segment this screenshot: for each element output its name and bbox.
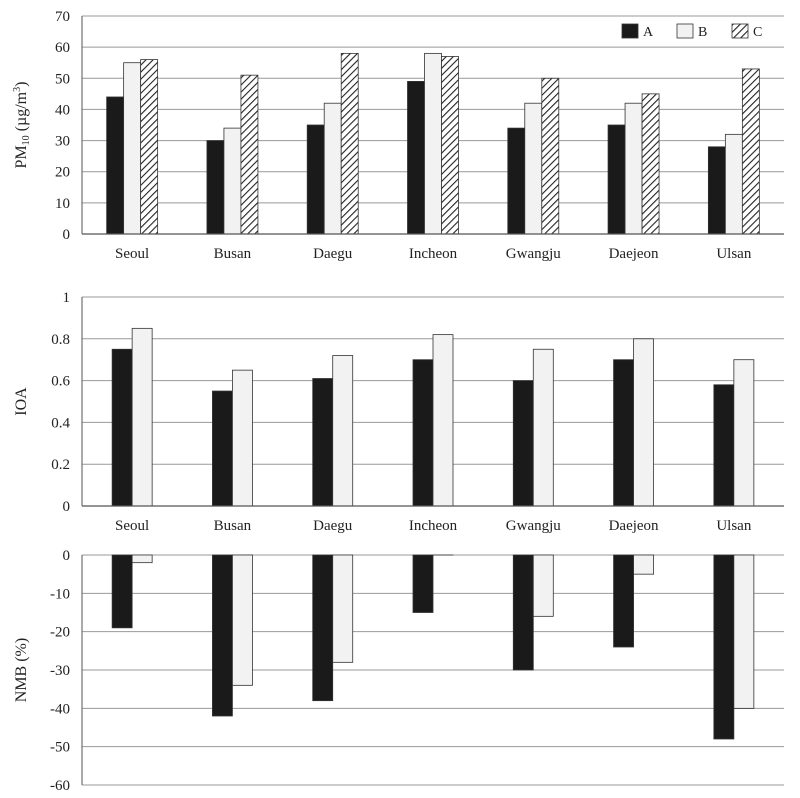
y-tick-label: 0.6 (51, 374, 70, 390)
bar-a-busan (212, 390, 233, 507)
bar-a-gwangju (512, 380, 534, 507)
legend-swatch-a (621, 23, 639, 39)
bar-a-ulsan (713, 554, 735, 740)
bar-a-seoul (111, 348, 133, 507)
bar-a-daegu (312, 554, 334, 702)
y-tick-label: 70 (55, 9, 70, 25)
y-tick-label: -10 (50, 586, 70, 602)
y-tick-label: 0.4 (51, 415, 70, 431)
bar-c-busan (240, 74, 259, 235)
y-tick-label: -20 (50, 625, 70, 641)
y-tick-label: 20 (55, 165, 70, 181)
y-tick-label: 10 (55, 196, 70, 212)
bar-a-gwangju (507, 127, 526, 235)
bar-a-ulsan (713, 384, 735, 507)
bar-c-seoul (140, 59, 159, 235)
y-tick-label: 0.8 (51, 332, 70, 348)
x-tick-label: Gwangju (506, 246, 561, 262)
bar-b-daegu (332, 554, 354, 663)
bar-a-seoul (106, 96, 125, 235)
bar-c-daejeon (641, 93, 660, 235)
bar-a-seoul (111, 554, 133, 629)
legend-swatch-b (676, 23, 694, 39)
y-axis-label: NMB (%) (13, 638, 30, 702)
bar-a-daegu (306, 124, 325, 235)
bar-a-incheon (412, 554, 434, 613)
x-tick-label: Daejeon (609, 246, 659, 262)
y-tick-label: 40 (55, 102, 70, 118)
y-tick-label: 1 (63, 290, 71, 306)
bar-a-daegu (312, 378, 334, 507)
x-tick-label: Seoul (115, 246, 149, 262)
legend-swatch-c (731, 23, 749, 39)
bar-a-busan (206, 140, 225, 235)
bar-a-incheon (412, 359, 434, 507)
x-tick-label: Gwangju (506, 518, 561, 534)
chart-panel-1: 0 10 20 30 40 50 60 70 PM10 (µg/m3) Seoul Busan Dae… (12, 9, 784, 262)
x-tick-label: Ulsan (716, 246, 751, 262)
x-tick-label: Incheon (409, 518, 458, 534)
bar-b-gwangju (532, 348, 554, 507)
bar-b-daejeon (633, 338, 654, 507)
bar-a-ulsan (707, 146, 726, 235)
bar-b-busan (232, 369, 253, 507)
y-tick-label: 0 (63, 227, 71, 243)
y-tick-label: 60 (55, 40, 70, 56)
y-tick-label: 0 (63, 548, 71, 564)
y-axis-label: PM10 (µg/m3) (12, 82, 32, 169)
bar-a-gwangju (512, 554, 534, 671)
x-tick-label: Daegu (313, 246, 353, 262)
bar-a-busan (212, 554, 233, 717)
bar-b-gwangju (524, 102, 543, 235)
x-tick-label: Incheon (409, 246, 458, 262)
bar-c-daegu (340, 52, 359, 235)
legend-label-b: B (698, 25, 707, 40)
legend-label-c: C (753, 25, 762, 40)
y-tick-label: -60 (50, 778, 70, 794)
y-axis-label: IOA (13, 387, 30, 416)
bar-b-busan (223, 127, 242, 235)
x-tick-label: Busan (214, 246, 252, 262)
y-tick-label: 0.2 (51, 457, 70, 473)
bar-a-daejeon (613, 554, 634, 648)
bar-b-gwangju (532, 554, 554, 617)
bar-b-ulsan (733, 359, 755, 507)
x-tick-label: Ulsan (716, 518, 751, 534)
bar-c-gwangju (541, 77, 560, 235)
y-tick-label: -30 (50, 663, 70, 679)
x-tick-label: Busan (214, 518, 252, 534)
y-tick-label: 30 (55, 134, 70, 150)
y-tick-label: -40 (50, 701, 70, 717)
bar-b-seoul (123, 62, 142, 235)
bar-a-daejeon (613, 359, 634, 507)
bar-b-seoul (131, 327, 153, 507)
bar-c-incheon (441, 56, 459, 235)
bar-a-daejeon (607, 124, 626, 235)
bar-b-daegu (332, 355, 354, 507)
legend: A B C (621, 23, 762, 40)
bar-b-ulsan (724, 133, 743, 235)
y-tick-label: 0 (63, 499, 71, 515)
bar-b-seoul (131, 554, 153, 564)
bar-b-ulsan (733, 554, 755, 709)
bar-b-daegu (323, 102, 342, 235)
bar-b-daejeon (633, 554, 654, 575)
bar-b-incheon (432, 334, 454, 507)
y-tick-label: -50 (50, 740, 70, 756)
x-tick-label: Seoul (115, 518, 149, 534)
chart-panel-2: 0 0.2 0.4 0.6 0.8 1 IOA Seoul Busan Daegu Incheon G… (13, 290, 784, 534)
bar-c-ulsan (741, 68, 760, 235)
x-tick-label: Daejeon (609, 518, 659, 534)
bar-b-daejeon (624, 102, 643, 235)
x-tick-label: Daegu (313, 518, 353, 534)
bar-b-incheon (424, 52, 442, 235)
bar-a-incheon (407, 81, 425, 235)
y-tick-label: 50 (55, 71, 70, 87)
bar-b-busan (232, 554, 253, 686)
legend-label-a: A (643, 25, 654, 40)
chart-panel-3: 0 -10 -20 -30 -40 -50 -60 NMB (%) (13, 548, 784, 794)
